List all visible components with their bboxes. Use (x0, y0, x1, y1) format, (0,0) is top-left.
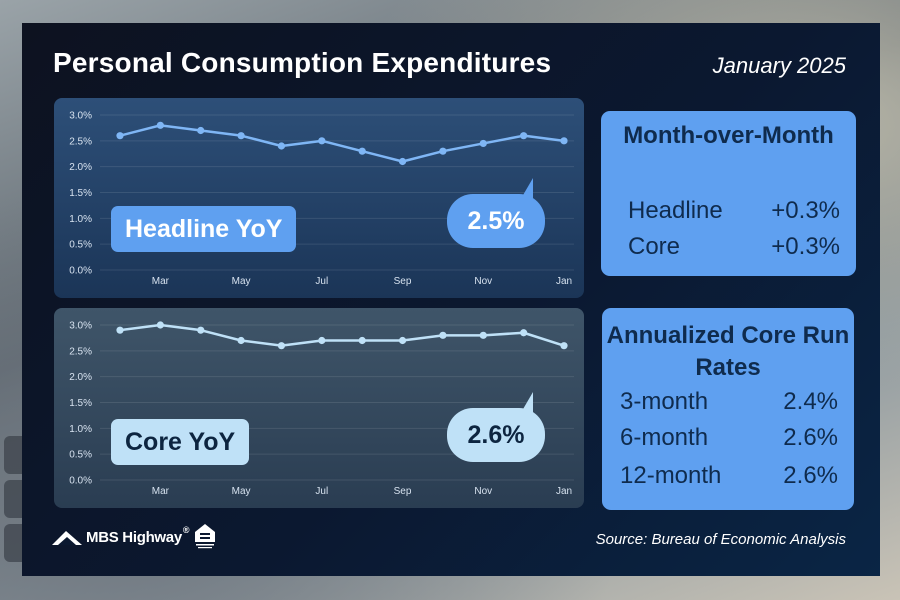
stat-label: Headline (628, 197, 723, 224)
report-date: January 2025 (712, 53, 846, 78)
data-point (156, 321, 164, 329)
core-callout-bubble: 2.6% (447, 392, 545, 462)
stat-value: 2.6% (783, 424, 838, 451)
stat-row-headline: Headline +0.3% (628, 197, 840, 229)
x-tick-label: May (232, 276, 251, 287)
y-tick-label: 2.0% (69, 162, 92, 173)
data-point (277, 342, 286, 350)
logo-text: MBS Highway (86, 528, 182, 546)
data-point (439, 147, 447, 155)
page-title: Personal Consumption Expenditures (53, 47, 552, 78)
headline-yoy-plot: 3.0% 2.5% 2.0% 1.5% 1.0% 0.5% 0.0% Mar May Jul Sep… (69, 111, 574, 287)
stat-label: Core (628, 233, 681, 260)
infographic-panel: Personal Consumption Expenditures Januar… (22, 23, 880, 576)
stat-label: 6-month (620, 424, 709, 451)
data-point (116, 326, 124, 334)
equal-housing-opportunity-icon (195, 524, 215, 549)
stat-row-3-month: 3-month 2.4% (620, 388, 838, 420)
y-tick-label: 0.5% (69, 240, 92, 251)
data-point (358, 336, 366, 345)
annualized-core-run-rates-box: Annualized Core Run Rates 3-month 2.4% 6… (602, 308, 854, 510)
x-tick-label: Sep (394, 486, 412, 497)
highway-mark-icon (52, 531, 82, 545)
callout-body (447, 194, 545, 248)
stat-row-6-month: 6-month 2.6% (620, 424, 838, 456)
x-tick-label: May (232, 486, 251, 497)
data-point (479, 331, 487, 339)
data-point (277, 142, 286, 150)
stat-row-core: Core +0.3% (628, 233, 840, 265)
data-point (398, 157, 407, 166)
stat-value: 2.4% (783, 388, 838, 415)
x-tick-label: Sep (394, 276, 412, 287)
series-line (119, 124, 565, 163)
mbs-highway-logo: MBS Highway ® (52, 525, 190, 549)
data-point (358, 147, 366, 155)
trademark-mark: ® (182, 525, 190, 535)
series-line (119, 323, 565, 347)
data-point (520, 329, 528, 337)
data-point (237, 132, 245, 140)
core-yoy-chart: 3.0% 2.5% 2.0% 1.5% 1.0% 0.5% 0.0% Mar May Jul Sep… (54, 308, 584, 508)
data-point (116, 132, 124, 140)
y-tick-label: 0.5% (69, 450, 92, 461)
x-tick-label: Jul (315, 276, 328, 287)
data-point (197, 326, 205, 334)
data-point (520, 132, 528, 140)
y-tick-label: 1.5% (69, 398, 92, 409)
y-tick-label: 1.0% (69, 214, 92, 225)
data-point (560, 342, 568, 350)
x-tick-label: Jan (556, 486, 572, 497)
y-tick-label: 1.5% (69, 188, 92, 199)
data-point (560, 137, 568, 145)
data-point (156, 121, 164, 129)
y-tick-label: 1.0% (69, 424, 92, 435)
y-tick-label: 3.0% (69, 321, 92, 332)
x-tick-label: Mar (152, 486, 170, 497)
stat-value: 2.6% (783, 462, 838, 489)
y-tick-label: 2.5% (69, 346, 92, 357)
x-tick-label: Mar (152, 276, 170, 287)
core-yoy-label: Core YoY (111, 419, 250, 465)
annualized-title: Annualized Core Run Rates (606, 322, 850, 381)
y-tick-label: 3.0% (69, 111, 92, 122)
y-tick-label: 2.0% (69, 372, 92, 383)
data-point (237, 336, 245, 345)
x-tick-label: Jan (556, 276, 572, 287)
month-over-month-title: Month-over-Month (623, 122, 834, 149)
data-point (318, 336, 326, 345)
stat-label: 12-month (620, 462, 722, 489)
headline-yoy-chart: 3.0% 2.5% 2.0% 1.5% 1.0% 0.5% 0.0% Mar May Jul Sep… (54, 98, 584, 298)
stat-value: +0.3% (771, 197, 840, 224)
data-point (398, 336, 407, 345)
headline-callout-value: 2.5% (467, 207, 525, 235)
callout-body (447, 408, 545, 462)
core-callout-value: 2.6% (467, 421, 525, 449)
x-tick-label: Jul (315, 486, 328, 497)
stat-label: 3-month (620, 388, 709, 415)
y-tick-label: 2.5% (69, 136, 92, 147)
data-point (439, 331, 447, 339)
data-point (479, 139, 487, 148)
month-over-month-box: Month-over-Month Headline +0.3% Core +0.… (601, 111, 856, 276)
stat-value: +0.3% (771, 233, 840, 260)
y-tick-label: 0.0% (69, 476, 92, 487)
headline-callout-bubble: 2.5% (447, 178, 545, 248)
y-tick-label: 0.0% (69, 266, 92, 277)
x-tick-label: Nov (474, 486, 492, 497)
core-yoy-plot: 3.0% 2.5% 2.0% 1.5% 1.0% 0.5% 0.0% Mar May Jul Sep… (69, 321, 574, 497)
headline-yoy-label: Headline YoY (111, 206, 297, 252)
stat-row-12-month: 12-month 2.6% (620, 462, 838, 494)
source-note: Source: Bureau of Economic Analysis (595, 531, 846, 548)
x-tick-label: Nov (474, 276, 492, 287)
data-point (197, 126, 205, 135)
data-point (318, 137, 326, 145)
